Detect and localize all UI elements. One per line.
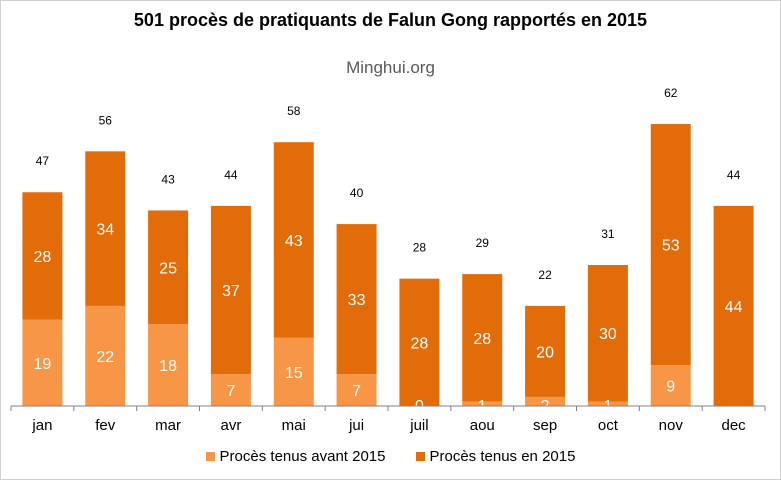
bar-segment-during xyxy=(525,305,566,397)
data-label-during: 33 xyxy=(348,292,366,309)
bar-segment-during xyxy=(650,124,691,366)
x-tick-label: mai xyxy=(282,417,306,434)
x-tick-label: aou xyxy=(470,417,495,434)
legend-swatch-during xyxy=(415,452,425,461)
x-tick-label: nov xyxy=(659,417,684,434)
data-label-during: 37 xyxy=(222,283,240,300)
bar-segment-before xyxy=(22,319,63,406)
bar-segment-before xyxy=(650,365,691,406)
total-label: 44 xyxy=(727,168,741,182)
x-tick-label: dec xyxy=(721,417,746,434)
legend-swatch-before xyxy=(205,452,215,461)
bar-segment-during xyxy=(336,224,377,375)
x-tick-label: oct xyxy=(598,417,619,434)
bar-segment-during xyxy=(210,205,251,375)
data-label-during: 53 xyxy=(662,238,680,255)
bar-segment-during xyxy=(273,142,314,338)
total-label: 28 xyxy=(413,241,427,255)
data-label-before: 9 xyxy=(666,379,675,396)
x-tick-label: mar xyxy=(155,417,181,434)
total-label: 58 xyxy=(287,104,301,118)
data-label-during: 44 xyxy=(725,299,743,316)
total-label: 29 xyxy=(476,236,490,250)
data-label-during: 28 xyxy=(473,331,491,348)
total-label: 40 xyxy=(350,186,364,200)
bar-segment-during xyxy=(148,210,189,325)
chart-subtitle: Minghui.org xyxy=(346,58,435,77)
data-label-during: 20 xyxy=(536,344,554,361)
data-label-before: 19 xyxy=(34,356,52,373)
data-label-during: 28 xyxy=(34,249,52,266)
bar-segment-before xyxy=(273,337,314,406)
bar-segment-before xyxy=(462,401,503,406)
bar-chart: 19 28 47 jan 22 34 56 fev 18 25 43 mar 7 37 44 avr 15 43 5… xyxy=(10,86,766,434)
bar-segment-before xyxy=(336,374,377,406)
data-label-during: 28 xyxy=(411,335,429,352)
bar-segment-during xyxy=(587,265,628,402)
x-tick-label: jan xyxy=(31,417,52,434)
x-tick-label: sep xyxy=(533,417,557,434)
bar-segment-during xyxy=(85,151,126,306)
legend-item-before: Procès tenus avant 2015 xyxy=(205,448,386,465)
bar-segment-before xyxy=(210,374,251,406)
data-label-before: 22 xyxy=(96,349,114,366)
data-label-during: 34 xyxy=(96,222,114,239)
total-label: 47 xyxy=(36,154,50,168)
x-tick-label: juil xyxy=(409,417,428,434)
x-tick-label: avr xyxy=(220,417,241,434)
chart-title: 501 procès de pratiquants de Falun Gong … xyxy=(133,10,648,30)
legend-label-before: Procès tenus avant 2015 xyxy=(219,448,386,465)
legend-item-during: Procès tenus en 2015 xyxy=(415,448,576,465)
bar-segment-before xyxy=(85,305,126,406)
data-label-before: 7 xyxy=(226,383,235,400)
total-label: 44 xyxy=(224,168,238,182)
total-label: 56 xyxy=(99,113,113,127)
legend-label-during: Procès tenus en 2015 xyxy=(429,448,576,465)
data-label-before: 15 xyxy=(285,365,303,382)
data-label-before: 18 xyxy=(159,358,177,375)
bar-segment-before xyxy=(587,401,628,406)
bar-segment-during xyxy=(713,205,754,406)
data-label-during: 30 xyxy=(599,326,617,343)
bar-segment-before xyxy=(148,324,189,406)
total-label: 22 xyxy=(538,268,552,282)
total-label: 31 xyxy=(601,227,615,241)
data-label-before: 7 xyxy=(352,383,361,400)
total-label: 62 xyxy=(664,86,678,100)
x-tick-label: fev xyxy=(95,417,116,434)
x-tick-label: jui xyxy=(348,417,364,434)
legend: Procès tenus avant 2015 Procès tenus en … xyxy=(1,448,780,465)
bar-segment-during xyxy=(22,192,63,320)
bar-segment-during xyxy=(462,274,503,402)
data-label-during: 43 xyxy=(285,233,303,250)
bar-segment-during xyxy=(399,278,440,406)
bar-segment-before xyxy=(525,396,566,406)
data-label-during: 25 xyxy=(159,260,177,277)
total-label: 43 xyxy=(161,172,175,186)
